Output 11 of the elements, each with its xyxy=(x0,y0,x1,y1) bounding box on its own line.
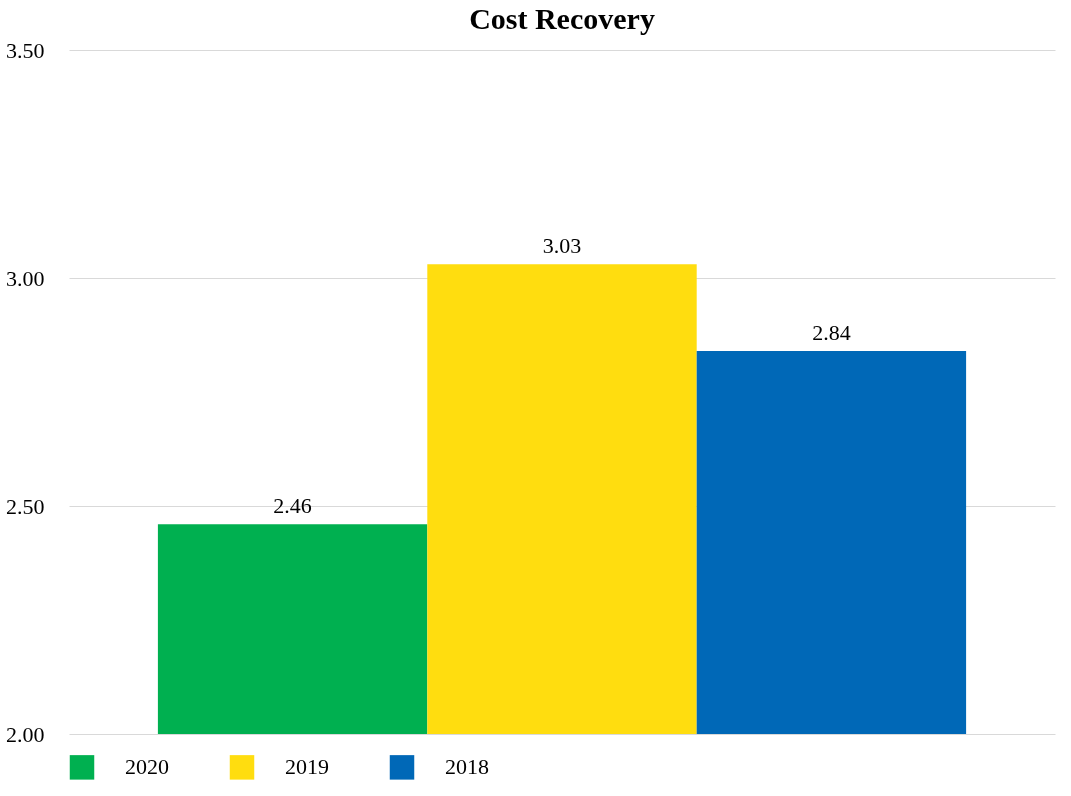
legend-label: 2019 xyxy=(285,754,329,780)
y-tick-label: 2.50 xyxy=(6,493,45,519)
data-label: 2.46 xyxy=(273,493,312,519)
y-tick-label: 3.00 xyxy=(6,265,45,291)
y-tick-label: 2.00 xyxy=(6,721,45,747)
legend-label: 2020 xyxy=(125,754,169,780)
chart-title: Cost Recovery xyxy=(469,2,655,35)
data-label: 3.03 xyxy=(542,233,582,259)
legend-label: 2018 xyxy=(445,754,489,780)
y-tick-label: 3.50 xyxy=(6,37,45,63)
data-label: 2.84 xyxy=(812,319,851,345)
